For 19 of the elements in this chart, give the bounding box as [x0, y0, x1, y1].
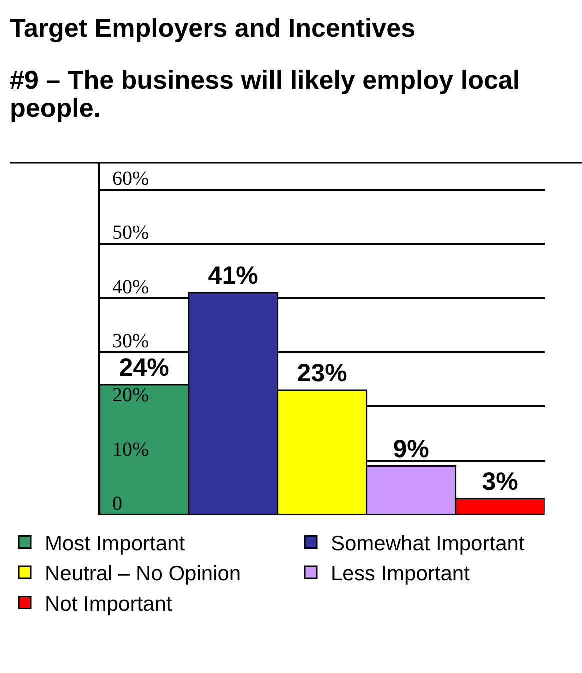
y-tick-label: 30% [112, 330, 150, 353]
legend-label: Most Important [45, 532, 186, 556]
y-tick-label: 10% [112, 438, 150, 461]
y-tick-label: 50% [112, 222, 150, 244]
legend-label: Neutral – No Opinion [45, 562, 242, 586]
chart-subtitle: #9 – The business will likely employ local people. [10, 65, 522, 123]
data-label: 24% [119, 354, 170, 382]
legend-label: Less Important [331, 562, 470, 586]
y-tick-label: 0 [112, 493, 123, 515]
data-label: 41% [208, 262, 258, 290]
y-tick-label: 60% [112, 168, 150, 190]
legend-label: Not Important [45, 592, 172, 616]
data-label: 23% [297, 359, 348, 388]
data-label: 3% [482, 468, 518, 496]
legend-label: Somewhat Important [331, 532, 525, 556]
y-tick-label: 20% [112, 384, 150, 407]
chart-title: Target Employers and Incentives [10, 13, 417, 43]
data-label: 9% [393, 435, 430, 464]
y-tick-label: 40% [112, 276, 150, 298]
